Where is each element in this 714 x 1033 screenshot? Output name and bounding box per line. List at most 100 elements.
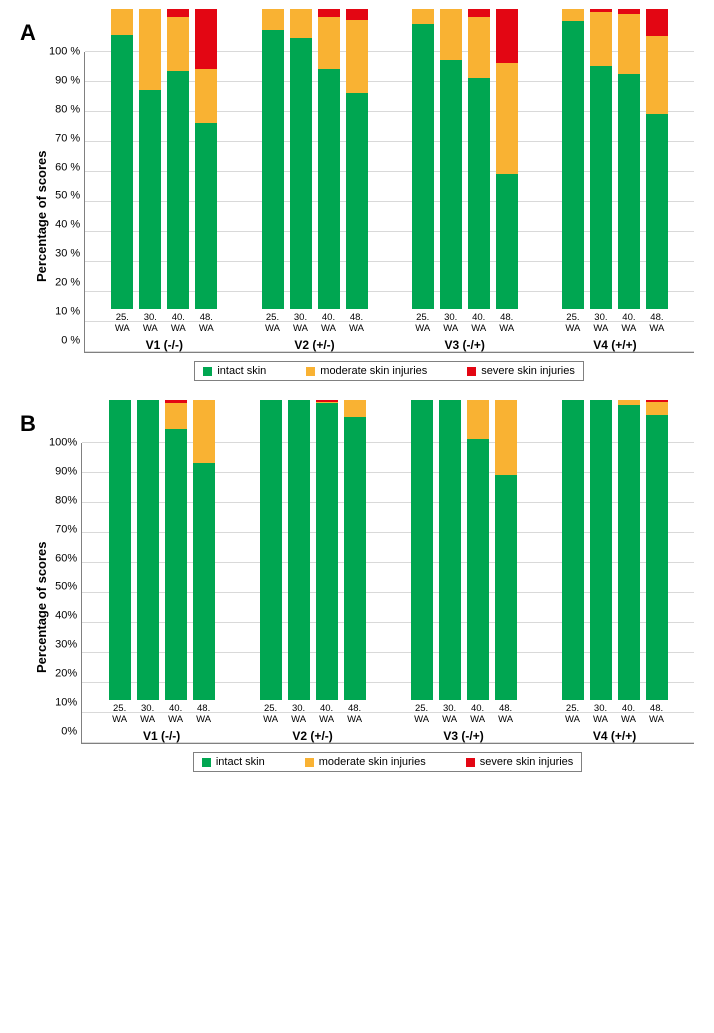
- bar-segment-moderate: [646, 36, 668, 114]
- bar-segment-moderate: [468, 17, 490, 79]
- stacked-bar: [111, 9, 133, 309]
- bar-segment-intact: [467, 439, 489, 700]
- bar-segment-moderate: [139, 9, 161, 90]
- stacked-bar: [165, 400, 187, 700]
- stacked-bar: [139, 9, 161, 309]
- bar-segment-intact: [139, 90, 161, 309]
- x-tick-label: 25. WA: [111, 313, 133, 334]
- stacked-bar: [316, 400, 338, 700]
- stacked-bar: [467, 400, 489, 700]
- bar-segment-intact: [165, 429, 187, 701]
- x-tick-label: 25. WA: [260, 704, 282, 725]
- plot-area-b: 25. WA 30. WA 40. WA 48. WA V1 (-/-) 25. WA 30…: [81, 443, 694, 744]
- stacked-bar: [412, 9, 434, 309]
- x-tick-label: 25. WA: [562, 313, 584, 334]
- legend-swatch: [202, 758, 211, 767]
- bar-segment-moderate: [495, 400, 517, 475]
- bar-group: 25. WA30. WA40. WA48. WAV3 (-/+): [390, 9, 540, 352]
- bar-segment-moderate: [590, 12, 612, 66]
- y-tick: 60 %: [49, 162, 80, 173]
- bar-segment-moderate: [290, 9, 312, 38]
- y-tick: 10%: [49, 698, 77, 709]
- chart-a: Percentage of scores 100 %90 %80 %70 %60…: [30, 52, 694, 381]
- x-tick-label: 30. WA: [288, 704, 310, 725]
- bar-segment-severe: [646, 9, 668, 36]
- y-axis-label-a: Percentage of scores: [30, 52, 49, 381]
- stacked-bar: [195, 9, 217, 309]
- stacked-bar: [137, 400, 159, 700]
- bar-segment-intact: [346, 93, 368, 309]
- bar-segment-severe: [468, 9, 490, 17]
- bar-segment-intact: [618, 74, 640, 310]
- x-tick-label: 30. WA: [290, 313, 312, 334]
- bar-segment-intact: [440, 60, 462, 309]
- bar-segment-intact: [590, 66, 612, 309]
- stacked-bar: [109, 400, 131, 700]
- y-tick: 10 %: [49, 307, 80, 318]
- group-label: V2 (+/-): [292, 729, 332, 743]
- legend-item: severe skin injuries: [466, 756, 574, 768]
- bar-group: 25. WA30. WA40. WA48. WAV1 (-/-): [86, 400, 237, 743]
- bar-segment-intact: [290, 38, 312, 310]
- bar-group: 25. WA30. WA40. WA48. WAV3 (-/+): [388, 400, 539, 743]
- y-tick: 70 %: [49, 133, 80, 144]
- y-tick: 90%: [49, 466, 77, 477]
- bar-segment-intact: [167, 71, 189, 310]
- legend-swatch: [306, 367, 315, 376]
- bar-segment-intact: [439, 400, 461, 700]
- x-tick-label: 25. WA: [562, 704, 584, 725]
- x-tick-label: 25. WA: [262, 313, 284, 334]
- stacked-bar: [646, 9, 668, 309]
- group-label: V4 (+/+): [593, 338, 636, 352]
- y-tick: 100%: [49, 438, 77, 449]
- group-label: V1 (-/-): [143, 729, 180, 743]
- legend-label: moderate skin injuries: [320, 365, 427, 377]
- x-tick-label: 30. WA: [440, 313, 462, 334]
- x-tick-label: 48. WA: [193, 704, 215, 725]
- group-label: V3 (-/+): [443, 729, 483, 743]
- stacked-bar: [290, 9, 312, 309]
- stacked-bar: [468, 9, 490, 309]
- stacked-bar: [167, 9, 189, 309]
- bar-segment-intact: [111, 35, 133, 310]
- x-tick-label: 25. WA: [109, 704, 131, 725]
- stacked-bar: [590, 9, 612, 309]
- bar-segment-severe: [195, 9, 217, 69]
- y-axis-ticks-b: 100%90%80%70%60%50%40%30%20%10%0%: [49, 443, 81, 743]
- bar-segment-intact: [496, 174, 518, 309]
- y-tick: 30%: [49, 640, 77, 651]
- x-tick-label: 48. WA: [346, 313, 368, 334]
- bar-segment-moderate: [262, 9, 284, 30]
- stacked-bar: [440, 9, 462, 309]
- legend-swatch: [305, 758, 314, 767]
- x-tick-label: 48. WA: [646, 704, 668, 725]
- x-tick-label: 40. WA: [316, 704, 338, 725]
- bar-segment-intact: [646, 114, 668, 309]
- stacked-bar: [646, 400, 668, 700]
- stacked-bar: [288, 400, 310, 700]
- bar-segment-moderate: [496, 63, 518, 174]
- y-axis-label-b: Percentage of scores: [30, 443, 49, 772]
- stacked-bar: [439, 400, 461, 700]
- x-tick-label: 25. WA: [411, 704, 433, 725]
- y-tick: 50%: [49, 582, 77, 593]
- bar-segment-intact: [411, 400, 433, 700]
- bar-segment-moderate: [467, 400, 489, 439]
- bar-segment-moderate: [167, 17, 189, 71]
- x-tick-label: 30. WA: [590, 313, 612, 334]
- bar-group: 25. WA30. WA40. WA48. WAV4 (+/+): [539, 400, 690, 743]
- legend-label: moderate skin injuries: [319, 756, 426, 768]
- legend-item: moderate skin injuries: [306, 365, 427, 377]
- stacked-bar: [562, 400, 584, 700]
- legend-swatch: [203, 367, 212, 376]
- stacked-bar: [618, 400, 640, 700]
- group-label: V2 (+/-): [294, 338, 334, 352]
- x-tick-label: 30. WA: [439, 704, 461, 725]
- legend-item: intact skin: [202, 756, 265, 768]
- y-axis-ticks-a: 100 %90 %80 %70 %60 %50 %40 %30 %20 %10 …: [49, 52, 84, 352]
- y-tick: 80 %: [49, 104, 80, 115]
- bar-segment-intact: [318, 69, 340, 309]
- y-tick: 70%: [49, 524, 77, 535]
- bar-segment-intact: [193, 463, 215, 700]
- legend-item: intact skin: [203, 365, 266, 377]
